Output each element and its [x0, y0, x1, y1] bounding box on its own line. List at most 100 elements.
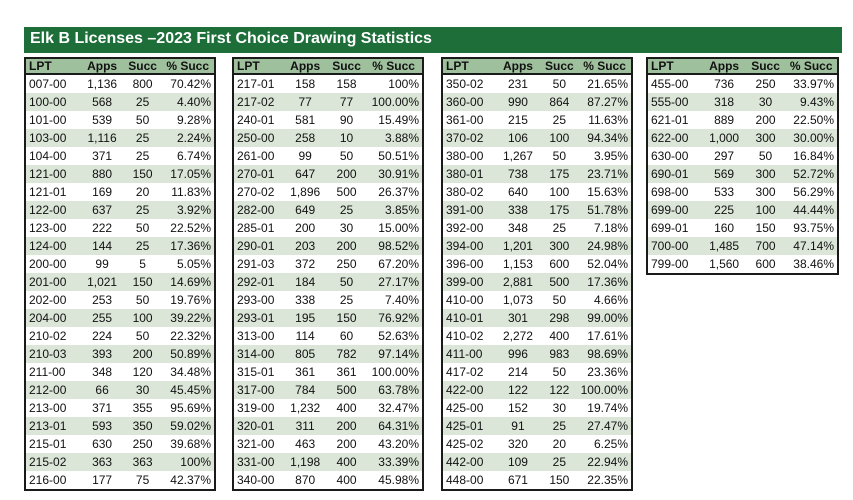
- lpt-cell: 293-01: [233, 309, 283, 327]
- pct-succ-cell: 100.00%: [365, 363, 423, 381]
- table-row: 411-00 996 983 98.69%: [442, 345, 632, 363]
- lpt-cell: 213-01: [25, 417, 81, 435]
- succ-cell: 20: [540, 435, 579, 453]
- apps-cell: 990: [495, 93, 541, 111]
- table-row: 240-01 581 90 15.49%: [233, 111, 423, 129]
- page-title: Elk B Licenses –2023 First Choice Drawin…: [30, 30, 432, 47]
- table-row: 319-00 1,232 400 32.47%: [233, 399, 423, 417]
- pct-succ-cell: 24.98%: [578, 237, 632, 255]
- stats-table-3: LPT Apps Succ % Succ 350-02 231 50 21.65% 36…: [441, 57, 633, 491]
- succ-cell: 150: [540, 471, 579, 490]
- table-row: 410-02 2,272 400 17.61%: [442, 327, 632, 345]
- table-row: 290-01 203 200 98.52%: [233, 237, 423, 255]
- pct-succ-cell: 30.91%: [365, 165, 423, 183]
- lpt-cell: 202-00: [25, 291, 81, 309]
- apps-cell: 671: [495, 471, 541, 490]
- succ-cell: 150: [745, 219, 786, 237]
- apps-cell: 1,198: [282, 453, 328, 471]
- pct-succ-cell: 7.18%: [578, 219, 632, 237]
- apps-cell: 222: [80, 219, 124, 237]
- table-row: 317-00 784 500 63.78%: [233, 381, 423, 399]
- apps-cell: 258: [282, 129, 328, 147]
- lpt-cell: 621-01: [647, 111, 703, 129]
- apps-cell: 581: [282, 111, 328, 129]
- apps-cell: 77: [282, 93, 328, 111]
- lpt-cell: 455-00: [647, 74, 703, 93]
- pct-succ-cell: 32.47%: [365, 399, 423, 417]
- succ-cell: 150: [123, 165, 162, 183]
- pct-succ-cell: 50.51%: [365, 147, 423, 165]
- pct-succ-cell: 63.78%: [365, 381, 423, 399]
- table-row: 699-00 225 100 44.44%: [647, 201, 838, 219]
- table-row: 293-01 195 150 76.92%: [233, 309, 423, 327]
- pct-succ-cell: 42.37%: [161, 471, 215, 490]
- lpt-cell: 200-00: [25, 255, 81, 273]
- table-row: 100-00 568 25 4.40%: [25, 93, 215, 111]
- pct-succ-cell: 93.75%: [785, 219, 838, 237]
- apps-cell: 338: [495, 201, 541, 219]
- apps-cell: 214: [495, 363, 541, 381]
- succ-cell: 175: [540, 201, 579, 219]
- pct-succ-cell: 76.92%: [365, 309, 423, 327]
- apps-cell: 1,560: [702, 255, 746, 274]
- col-header-pct-succ: % Succ: [578, 58, 632, 75]
- pct-succ-cell: 26.37%: [365, 183, 423, 201]
- stats-table-4: LPT Apps Succ % Succ 455-00 736 250 33.97% 5…: [646, 57, 839, 275]
- table-row: 360-00 990 864 87.27%: [442, 93, 632, 111]
- pct-succ-cell: 67.20%: [365, 255, 423, 273]
- succ-cell: 400: [540, 327, 579, 345]
- succ-cell: 864: [540, 93, 579, 111]
- apps-cell: 320: [495, 435, 541, 453]
- lpt-cell: 320-01: [233, 417, 283, 435]
- pct-succ-cell: 38.46%: [785, 255, 838, 274]
- apps-cell: 805: [282, 345, 328, 363]
- succ-cell: 200: [327, 417, 366, 435]
- lpt-cell: 212-00: [25, 381, 81, 399]
- succ-cell: 250: [123, 435, 162, 453]
- apps-cell: 361: [282, 363, 328, 381]
- table-row: 370-02 106 100 94.34%: [442, 129, 632, 147]
- apps-cell: 870: [282, 471, 328, 490]
- succ-cell: 250: [745, 74, 786, 93]
- pct-succ-cell: 16.84%: [785, 147, 838, 165]
- pct-succ-cell: 15.63%: [578, 183, 632, 201]
- lpt-cell: 410-01: [442, 309, 496, 327]
- table-row: 622-00 1,000 300 30.00%: [647, 129, 838, 147]
- pct-succ-cell: 11.63%: [578, 111, 632, 129]
- apps-cell: 630: [80, 435, 124, 453]
- lpt-cell: 394-00: [442, 237, 496, 255]
- table-row: 448-00 671 150 22.35%: [442, 471, 632, 490]
- lpt-cell: 422-00: [442, 381, 496, 399]
- lpt-cell: 699-00: [647, 201, 703, 219]
- table-row: 270-02 1,896 500 26.37%: [233, 183, 423, 201]
- apps-cell: 533: [702, 183, 746, 201]
- lpt-cell: 216-00: [25, 471, 81, 490]
- table-row: 320-01 311 200 64.31%: [233, 417, 423, 435]
- lpt-cell: 699-01: [647, 219, 703, 237]
- succ-cell: 25: [540, 417, 579, 435]
- succ-cell: 75: [123, 471, 162, 490]
- table-row: 201-00 1,021 150 14.69%: [25, 273, 215, 291]
- apps-cell: 568: [80, 93, 124, 111]
- table-row: 122-00 637 25 3.92%: [25, 201, 215, 219]
- lpt-cell: 360-00: [442, 93, 496, 111]
- succ-cell: 25: [123, 147, 162, 165]
- apps-cell: 297: [702, 147, 746, 165]
- pct-succ-cell: 17.61%: [578, 327, 632, 345]
- apps-cell: 363: [80, 453, 124, 471]
- lpt-cell: 122-00: [25, 201, 81, 219]
- pct-succ-cell: 2.24%: [161, 129, 215, 147]
- lpt-cell: 282-00: [233, 201, 283, 219]
- lpt-cell: 425-02: [442, 435, 496, 453]
- table-row: 455-00 736 250 33.97%: [647, 74, 838, 93]
- apps-cell: 736: [702, 74, 746, 93]
- succ-cell: 800: [123, 74, 162, 93]
- table-row: 399-00 2,881 500 17.36%: [442, 273, 632, 291]
- lpt-cell: 007-00: [25, 74, 81, 93]
- pct-succ-cell: 97.14%: [365, 345, 423, 363]
- table-header-row: LPT Apps Succ % Succ: [233, 58, 423, 75]
- table-row: 380-02 640 100 15.63%: [442, 183, 632, 201]
- table-row: 698-00 533 300 56.29%: [647, 183, 838, 201]
- table-row: 210-03 393 200 50.89%: [25, 345, 215, 363]
- lpt-cell: 350-02: [442, 74, 496, 93]
